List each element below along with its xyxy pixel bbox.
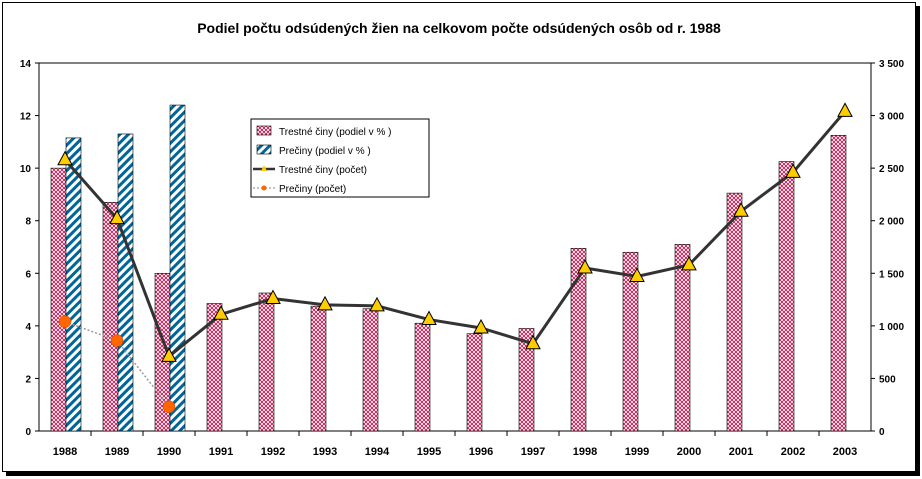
bar-trestne-ciny-podiel	[50, 167, 67, 432]
bar-trestne-ciny-podiel	[778, 161, 795, 432]
right-axis-tick-label: 1 500	[879, 269, 904, 280]
bar-trestne-ciny-podiel	[414, 322, 431, 432]
legend-marker	[261, 185, 267, 191]
point-trestne-ciny-pocet	[577, 258, 593, 274]
bar-preciny-podiel	[117, 133, 134, 432]
bar-trestne-ciny-podiel	[726, 192, 743, 432]
legend-entry-label: Prečiny (počet)	[279, 184, 346, 195]
point-trestne-ciny-pocet	[733, 202, 749, 217]
bar-trestne-ciny-podiel	[310, 305, 327, 432]
right-axis-tick-label: 2 000	[879, 217, 904, 228]
x-axis-tick-label: 1988	[53, 446, 77, 458]
left-axis-tick-label: 8	[25, 217, 31, 228]
bar-trestne-ciny-podiel	[466, 333, 483, 432]
right-axis-tick-label: 2 500	[879, 164, 904, 175]
point-trestne-ciny-pocet	[369, 296, 385, 312]
left-axis-tick-label: 0	[25, 427, 31, 438]
point-preciny-pocet	[58, 315, 72, 328]
x-axis-tick-label: 2001	[729, 446, 753, 458]
legend-marker	[261, 165, 267, 171]
bar-trestne-ciny-podiel	[362, 308, 379, 432]
x-axis-tick-label: 2002	[781, 446, 805, 458]
x-axis-tick-label: 1994	[365, 446, 390, 458]
left-axis-tick-label: 6	[25, 269, 31, 280]
legend-entry-label: Trestné činy (podiel v % )	[279, 127, 391, 138]
point-trestne-ciny-pocet	[317, 295, 333, 311]
bar-trestne-ciny-podiel	[674, 244, 691, 432]
bar-trestne-ciny-podiel	[570, 248, 587, 432]
point-trestne-ciny-pocet	[525, 334, 541, 350]
x-axis-tick-label: 1992	[261, 446, 285, 458]
chart-frame: Podiel počtu odsúdených žien na celkovom…	[2, 2, 916, 472]
plot-area: 0 2 4 6 8 10 12 14 0 500 1 000 1 500 2 000 2 500 3 000…	[20, 59, 905, 458]
point-trestne-ciny-pocet	[629, 267, 645, 282]
bar-preciny-podiel	[65, 137, 82, 432]
x-axis-tick-label: 1998	[573, 446, 597, 458]
chart-svg: Podiel počtu odsúdených žien na celkovom…	[20, 20, 905, 458]
x-axis-tick-label: 1991	[209, 446, 233, 458]
x-axis-tick-label: 1996	[469, 446, 493, 458]
bar-trestne-ciny-podiel	[206, 303, 223, 432]
bar-trestne-ciny-podiel	[258, 292, 275, 432]
bar-trestne-ciny-podiel	[830, 134, 847, 432]
right-axis-tick-label: 1 000	[879, 322, 904, 333]
point-trestne-ciny-pocet	[109, 209, 125, 225]
x-axis-tick-label: 1999	[625, 446, 649, 458]
legend-entry-label: Trestné činy (počet)	[279, 165, 367, 176]
point-trestne-ciny-pocet	[213, 305, 229, 320]
point-trestne-ciny-pocet	[681, 255, 697, 271]
bar-trestne-ciny-podiel	[102, 202, 119, 432]
left-axis-tick-label: 14	[20, 59, 32, 70]
legend-entry-label: Prečiny (podiel v % )	[279, 146, 371, 157]
left-axis-tick-label: 2	[25, 374, 31, 385]
x-axis-tick-label: 1993	[313, 446, 337, 458]
line-trestne-ciny-pocet	[63, 110, 847, 359]
point-trestne-ciny-pocet	[837, 102, 853, 117]
point-trestne-ciny-pocet	[421, 310, 437, 326]
x-axis-tick-label: 1997	[521, 446, 545, 458]
point-trestne-ciny-pocet	[785, 163, 801, 178]
point-preciny-pocet	[162, 400, 176, 414]
right-axis-tick-label: 0	[879, 427, 885, 438]
x-axis-tick-label: 2000	[677, 446, 701, 458]
right-axis-tick-label: 3 000	[879, 112, 904, 123]
left-axis-tick-label: 10	[20, 164, 32, 175]
right-axis-tick-label: 3 500	[879, 59, 904, 70]
legend-box	[250, 118, 430, 198]
x-axis-tick-label: 1995	[417, 446, 441, 458]
point-trestne-ciny-pocet	[161, 347, 177, 362]
left-axis-tick-label: 12	[20, 112, 32, 123]
chart-title: Podiel počtu odsúdených žien na celkovom…	[197, 20, 721, 36]
point-trestne-ciny-pocet	[473, 318, 489, 334]
bar-preciny-podiel	[169, 104, 186, 432]
point-trestne-ciny-pocet	[265, 289, 281, 305]
point-trestne-ciny-pocet	[57, 150, 73, 166]
legend: Trestné činy (podiel v % ) Prečiny (podie…	[250, 118, 430, 198]
point-preciny-pocet	[110, 334, 124, 347]
legend-swatch	[256, 144, 272, 155]
legend-swatch	[256, 125, 272, 136]
x-axis-tick-label: 2003	[833, 446, 857, 458]
right-axis-tick-label: 500	[879, 374, 896, 385]
x-axis-tick-label: 1989	[105, 446, 129, 458]
left-axis-tick-label: 4	[25, 322, 31, 333]
bar-trestne-ciny-podiel	[622, 251, 639, 432]
bar-trestne-ciny-podiel	[518, 328, 535, 432]
x-axis-tick-label: 1990	[157, 446, 181, 458]
